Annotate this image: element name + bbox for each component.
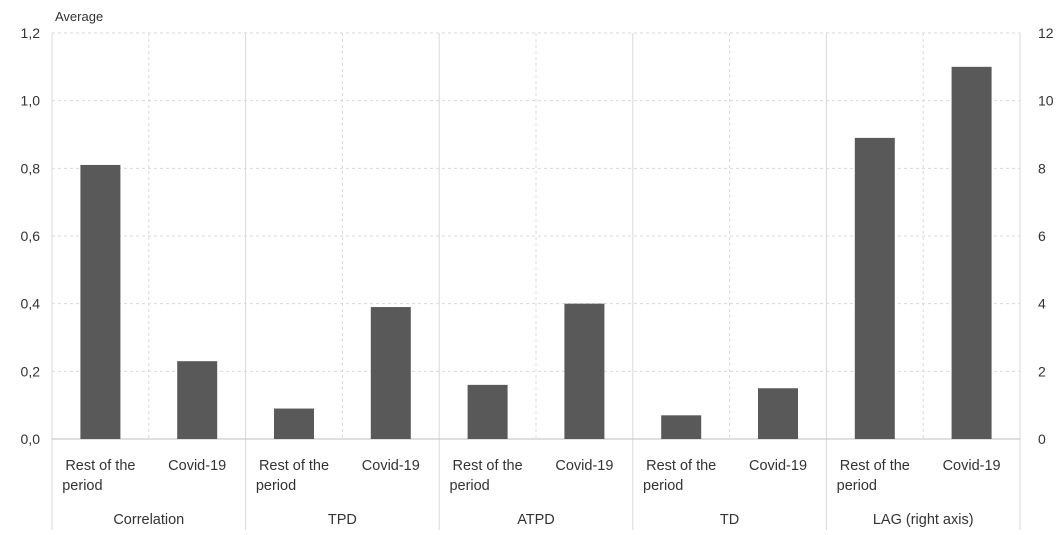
bar-tpd-rest — [274, 408, 314, 439]
bar-td-rest — [661, 415, 702, 439]
x-category-label: Covid-19 — [362, 458, 420, 474]
y-tick-label-right: 4 — [1038, 296, 1046, 312]
x-category-label: Covid-19 — [749, 458, 807, 474]
y-tick-label-right: 6 — [1038, 228, 1046, 244]
bar-lag-covid — [951, 66, 992, 439]
x-group-label: ATPD — [517, 512, 555, 528]
y-tick-label-left: 0,4 — [21, 296, 41, 312]
y-tick-label-right: 12 — [1038, 25, 1054, 41]
bar-correlation-rest — [80, 164, 121, 439]
y-tick-label-left: 0,0 — [21, 431, 41, 447]
y-tick-label-left: 0,8 — [21, 160, 41, 176]
bar-correlation-covid — [177, 361, 218, 439]
x-group-label: LAG (right axis) — [873, 512, 974, 528]
y-tick-label-left: 0,6 — [21, 228, 41, 244]
x-category-label: Rest of the period — [256, 458, 329, 494]
x-group-label: Correlation — [113, 512, 184, 528]
y-tick-label-right: 8 — [1038, 160, 1046, 176]
bar-lag-rest — [854, 137, 895, 439]
x-category-label: Rest of the period — [837, 458, 910, 494]
bar-td-covid — [758, 388, 798, 439]
x-group-label: TPD — [328, 512, 357, 528]
bar-atpd-covid — [564, 303, 605, 439]
x-group-label: TD — [720, 512, 739, 528]
x-category-label: Covid-19 — [943, 458, 1001, 474]
x-category-label: Rest of the period — [449, 458, 522, 494]
y-tick-label-right: 0 — [1038, 431, 1046, 447]
x-category-label: Covid-19 — [168, 458, 226, 474]
y-tick-label-left: 1,0 — [21, 93, 41, 109]
x-category-label: Covid-19 — [555, 458, 613, 474]
x-category-label: Rest of the period — [62, 458, 135, 494]
y-tick-label-left: 0,2 — [21, 363, 41, 379]
y-tick-label-right: 10 — [1038, 93, 1054, 109]
bar-atpd-rest — [467, 384, 508, 439]
x-category-label: Rest of the period — [643, 458, 716, 494]
y-tick-label-right: 2 — [1038, 363, 1046, 379]
y-axis-title: Average — [55, 9, 103, 24]
bar-tpd-covid — [370, 307, 411, 439]
y-tick-label-left: 1,2 — [21, 25, 41, 41]
